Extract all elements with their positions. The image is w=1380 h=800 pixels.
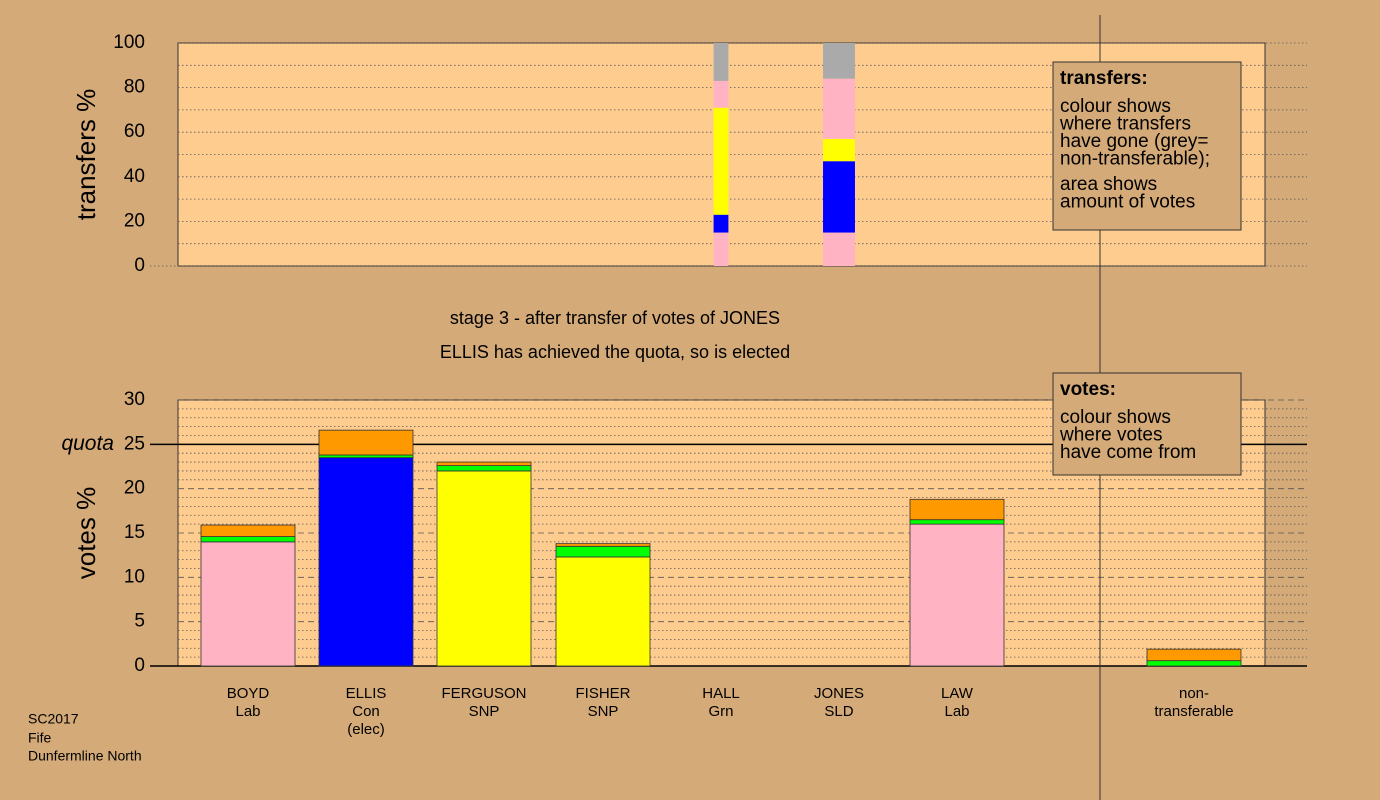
transfer-segment [823, 43, 855, 79]
bar-segment [436, 470, 532, 667]
bar-segment [909, 523, 1005, 667]
y-tick-label: 30 [124, 389, 145, 410]
note-box [1052, 61, 1242, 231]
transfer-segment [823, 232, 855, 266]
x-tick-label: SNP [588, 703, 619, 720]
y-tick-label: 60 [124, 121, 145, 142]
transfer-segment [823, 78, 855, 139]
y-tick-label: 20 [124, 478, 145, 499]
x-tick-label: SNP [469, 703, 500, 720]
y-tick-label: 80 [124, 77, 145, 98]
x-tick-label: LAW [941, 685, 974, 702]
x-tick-label: BOYD [227, 685, 270, 702]
y-tick-label: 0 [134, 255, 145, 276]
y-tick-label: 5 [134, 611, 145, 632]
bar-segment [555, 543, 651, 547]
transfer-segment [713, 43, 729, 81]
footer-line: Dunfermline North [28, 748, 142, 764]
bar-segment [200, 524, 296, 537]
x-tick-label: (elec) [347, 721, 385, 738]
quota-label: quota [61, 432, 114, 455]
note-line: non-transferable); [1060, 149, 1210, 170]
note-line: colour shows [1060, 407, 1171, 428]
bar-segment [1146, 648, 1242, 662]
note-line: colour shows [1060, 96, 1171, 117]
x-tick-label: SLD [824, 703, 853, 720]
transfer-segment [713, 80, 729, 108]
y-axis-label: transfers % [71, 89, 101, 221]
x-tick-label: ELLIS [346, 685, 387, 702]
note-line: have gone (grey= [1060, 131, 1208, 152]
transfer-segment [823, 161, 855, 233]
x-tick-label: Grn [708, 703, 733, 720]
y-tick-label: 25 [124, 433, 145, 454]
x-tick-label: non- [1179, 685, 1209, 702]
transfer-segment [713, 214, 729, 233]
transfer-segment [823, 138, 855, 151]
note-box [1052, 372, 1242, 476]
bar-segment [1146, 660, 1242, 667]
stage-subtitle: ELLIS has achieved the quota, so is elec… [440, 342, 790, 362]
bar-segment [200, 536, 296, 543]
transfer-segment [713, 174, 729, 215]
note-line: where transfers [1059, 114, 1191, 135]
note-line: have come from [1060, 442, 1196, 463]
bar-segment [909, 519, 1005, 525]
y-tick-label: 40 [124, 166, 145, 187]
y-tick-label: 0 [134, 655, 145, 676]
note-title: votes: [1060, 379, 1116, 400]
y-axis-label: votes % [71, 487, 101, 580]
x-tick-label: Con [352, 703, 380, 720]
bar-segment [555, 545, 651, 558]
y-tick-label: 100 [113, 32, 145, 53]
bar-segment [555, 556, 651, 667]
note-line: amount of votes [1060, 192, 1195, 213]
bar-segment [436, 465, 532, 472]
note-line: area shows [1060, 174, 1157, 195]
bar-segment [318, 429, 414, 456]
y-tick-label: 20 [124, 210, 145, 231]
transfer-segment [713, 107, 729, 175]
footer-line: Fife [28, 730, 52, 746]
x-tick-label: JONES [814, 685, 864, 702]
x-tick-label: transferable [1154, 703, 1233, 720]
bar-segment [200, 541, 296, 667]
y-tick-label: 10 [124, 566, 145, 587]
x-tick-label: FISHER [575, 685, 630, 702]
transfer-segment [823, 150, 855, 162]
x-tick-label: Lab [235, 703, 260, 720]
x-tick-label: HALL [702, 685, 740, 702]
transfer-segment [713, 232, 729, 266]
stage-title: stage 3 - after transfer of votes of JON… [450, 308, 780, 328]
note-line: where votes [1059, 425, 1162, 446]
note-title: transfers: [1060, 68, 1148, 89]
x-tick-label: Lab [944, 703, 969, 720]
footer-line: SC2017 [28, 711, 79, 727]
bar-segment [318, 457, 414, 667]
bar-segment [436, 461, 532, 467]
y-tick-label: 15 [124, 522, 145, 543]
bar-segment [909, 498, 1005, 521]
x-tick-label: FERGUSON [441, 685, 526, 702]
